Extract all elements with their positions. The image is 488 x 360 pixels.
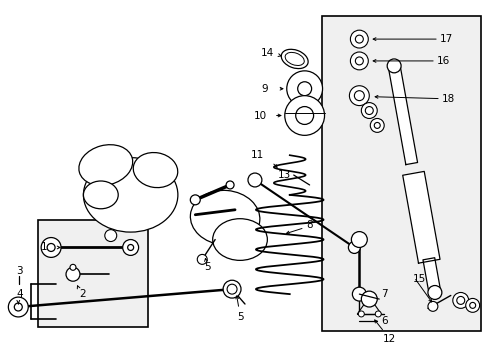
Circle shape (295, 107, 313, 125)
Ellipse shape (83, 158, 178, 232)
Circle shape (358, 311, 364, 317)
Text: 1: 1 (41, 243, 47, 252)
Polygon shape (402, 171, 439, 263)
Text: 8: 8 (305, 220, 312, 230)
Circle shape (225, 181, 234, 189)
Circle shape (354, 91, 364, 100)
Ellipse shape (285, 53, 304, 66)
Circle shape (427, 301, 437, 311)
Text: 12: 12 (382, 334, 395, 344)
Circle shape (190, 195, 200, 205)
Text: 10: 10 (253, 111, 266, 121)
Circle shape (47, 243, 55, 251)
Circle shape (14, 303, 22, 311)
Text: 16: 16 (436, 56, 449, 66)
Text: 7: 7 (380, 289, 386, 299)
Circle shape (70, 264, 76, 270)
Text: 4: 4 (16, 289, 22, 299)
Text: 5: 5 (236, 312, 243, 322)
Circle shape (284, 96, 324, 135)
Circle shape (351, 231, 366, 247)
Bar (321, 16, 480, 331)
Circle shape (355, 35, 363, 43)
Circle shape (369, 118, 384, 132)
Circle shape (361, 103, 376, 118)
Circle shape (8, 297, 28, 317)
Circle shape (373, 122, 380, 129)
Circle shape (286, 71, 322, 107)
Circle shape (465, 298, 479, 312)
Circle shape (226, 284, 237, 294)
Circle shape (456, 296, 464, 305)
Circle shape (227, 285, 236, 293)
Text: 2: 2 (80, 289, 86, 299)
Circle shape (350, 52, 367, 70)
Polygon shape (387, 65, 417, 165)
Circle shape (104, 230, 117, 242)
Circle shape (386, 59, 400, 73)
Circle shape (297, 82, 311, 96)
Circle shape (349, 86, 368, 105)
Ellipse shape (212, 219, 267, 260)
Text: 18: 18 (441, 94, 454, 104)
Circle shape (223, 280, 241, 298)
Circle shape (122, 239, 138, 255)
Circle shape (452, 292, 468, 309)
Circle shape (127, 244, 133, 251)
Circle shape (352, 287, 366, 301)
Circle shape (374, 311, 381, 317)
Text: 14: 14 (261, 48, 274, 58)
Text: 15: 15 (411, 274, 425, 284)
Ellipse shape (190, 190, 259, 245)
Text: 9: 9 (261, 84, 267, 94)
Circle shape (347, 242, 360, 253)
Polygon shape (422, 258, 440, 294)
Text: 3: 3 (16, 266, 22, 276)
Circle shape (66, 267, 80, 281)
Text: 5: 5 (203, 262, 210, 272)
Text: 17: 17 (439, 34, 452, 44)
Text: 11: 11 (251, 150, 264, 160)
Circle shape (41, 238, 61, 257)
Ellipse shape (281, 49, 307, 69)
Text: 6: 6 (380, 316, 386, 326)
Ellipse shape (133, 153, 177, 188)
Circle shape (469, 302, 475, 309)
Circle shape (355, 57, 363, 65)
Circle shape (365, 107, 372, 114)
Bar (38, 220, 147, 327)
Ellipse shape (83, 181, 118, 209)
Circle shape (197, 255, 207, 264)
Circle shape (350, 30, 367, 48)
Ellipse shape (79, 145, 132, 185)
Circle shape (427, 285, 441, 300)
Circle shape (247, 173, 262, 187)
Circle shape (361, 291, 376, 307)
Text: 13: 13 (278, 170, 291, 180)
